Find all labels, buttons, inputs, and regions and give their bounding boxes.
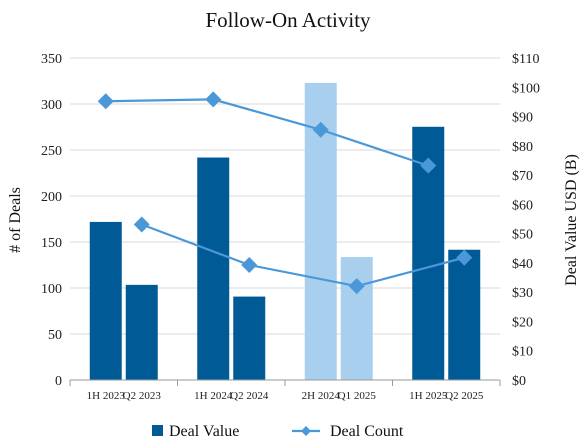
- y-axis-left-label: # of Deals: [7, 187, 24, 253]
- deal-count-line: [105, 98, 429, 167]
- x-tick-label: Q2 2024: [230, 390, 269, 402]
- bar-deal-value: [89, 221, 122, 380]
- x-tick-label: Q2 2025: [445, 390, 484, 402]
- y-left-tick-label: 250: [41, 144, 62, 159]
- tick-labels: 0 50 100 150 200 250 300 350 $0 $10 $20 $30 $40 $50 $6…: [41, 52, 540, 402]
- chart-title: Follow-On Activity: [205, 8, 371, 32]
- y-right-tick-label: $90: [512, 111, 533, 126]
- y-right-tick-label: $50: [512, 228, 533, 243]
- y-right-tick-label: $20: [512, 315, 533, 330]
- y-left-tick-label: 350: [41, 52, 62, 67]
- bar-deal-value: [125, 284, 158, 380]
- deal-count-point: [241, 257, 258, 273]
- legend-swatch-deal-value: [152, 425, 163, 436]
- y-right-tick-label: $80: [512, 140, 533, 155]
- axes: [69, 379, 501, 386]
- y-left-tick-label: 0: [55, 374, 62, 389]
- legend-swatch-deal-count-marker: [301, 426, 311, 436]
- x-tick-label: Q1 2025: [338, 390, 377, 402]
- deal-count-point: [97, 93, 114, 110]
- y-axis-right-label: Deal Value USD (B): [563, 154, 580, 286]
- legend: Deal Value Deal Count: [152, 423, 404, 440]
- y-left-tick-label: 300: [41, 98, 62, 113]
- deal-count-point: [420, 157, 437, 174]
- legend-label: Deal Count: [330, 423, 404, 440]
- deal-count-point: [456, 249, 473, 266]
- bar-deal-value: [233, 296, 266, 380]
- y-left-tick-label: 200: [41, 190, 62, 205]
- legend-label: Deal Value: [169, 423, 239, 440]
- x-tick-label: 2H 2024: [302, 390, 341, 402]
- y-right-tick-label: $0: [512, 374, 526, 389]
- x-tick-label: 1H 2025: [409, 390, 448, 402]
- bar-deal-value: [448, 249, 481, 380]
- x-tick-label: Q2 2023: [123, 390, 162, 402]
- y-right-tick-label: $110: [512, 52, 539, 67]
- y-right-tick-label: $30: [512, 286, 533, 301]
- y-left-tick-label: 100: [41, 282, 62, 297]
- bar-deal-value: [340, 257, 373, 380]
- deal-count-lines: [97, 91, 473, 295]
- y-right-tick-label: $70: [512, 169, 533, 184]
- x-tick-label: 1H 2023: [87, 390, 126, 402]
- deal-count-point: [348, 278, 365, 295]
- y-right-tick-label: $60: [512, 198, 533, 213]
- x-tick-label: 1H 2024: [194, 390, 233, 402]
- deal-count-line: [141, 223, 465, 288]
- deal-count-point: [205, 91, 222, 108]
- deal-count-point: [133, 216, 150, 233]
- y-right-tick-label: $40: [512, 257, 533, 272]
- y-left-tick-label: 150: [41, 236, 62, 251]
- bar-deal-value: [197, 157, 230, 380]
- deal-count-point: [312, 121, 329, 138]
- y-left-tick-label: 50: [48, 328, 62, 343]
- y-right-tick-label: $100: [512, 81, 540, 96]
- bars: [89, 82, 481, 380]
- y-right-tick-label: $10: [512, 345, 533, 360]
